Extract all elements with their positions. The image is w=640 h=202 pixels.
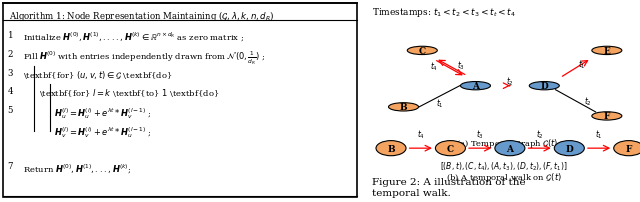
Ellipse shape xyxy=(376,141,406,156)
Text: C: C xyxy=(447,144,454,153)
Ellipse shape xyxy=(592,47,622,55)
Ellipse shape xyxy=(460,82,490,90)
Text: (b) A temporal walk on $\mathcal{G}(t)$: (b) A temporal walk on $\mathcal{G}(t)$ xyxy=(445,170,561,183)
Text: $t_2$: $t_2$ xyxy=(506,75,514,87)
Text: A: A xyxy=(472,82,479,91)
Text: 7: 7 xyxy=(8,162,13,171)
Text: $t_2$: $t_2$ xyxy=(536,128,543,140)
Text: Fill $\boldsymbol{H}^{(0)}$ with entries independently drawn from $\mathcal{N}(0: Fill $\boldsymbol{H}^{(0)}$ with entries… xyxy=(23,50,266,67)
Text: 4: 4 xyxy=(8,87,13,96)
Ellipse shape xyxy=(435,141,465,156)
Text: 5: 5 xyxy=(8,106,13,115)
Text: $[(B,t),(C,t_4),(A,t_3),(D,t_2),(F,t_1)]$: $[(B,t),(C,t_4),(A,t_3),(D,t_2),(F,t_1)]… xyxy=(440,159,568,172)
Text: \textbf{for} $(u,v,t) \in \mathcal{G}$ \textbf{do}: \textbf{for} $(u,v,t) \in \mathcal{G}$ \… xyxy=(23,68,173,80)
Text: Return $\boldsymbol{H}^{(0)}, \boldsymbol{H}^{(1)}, ..., \boldsymbol{H}^{(k)}$;: Return $\boldsymbol{H}^{(0)}, \boldsymbo… xyxy=(23,162,132,175)
Text: D: D xyxy=(540,82,548,91)
Text: Initialize $\boldsymbol{H}^{(0)}, \boldsymbol{H}^{(1)}, ...., \boldsymbol{H}^{(k: Initialize $\boldsymbol{H}^{(0)}, \bolds… xyxy=(23,31,244,44)
Text: $t_2$: $t_2$ xyxy=(584,95,592,107)
Text: C: C xyxy=(419,47,426,56)
Text: $t_1$: $t_1$ xyxy=(578,58,586,71)
Text: E: E xyxy=(604,47,611,56)
Ellipse shape xyxy=(388,103,419,112)
Text: B: B xyxy=(400,103,407,112)
Ellipse shape xyxy=(495,141,525,156)
Text: $t_4$: $t_4$ xyxy=(430,60,438,73)
Text: A: A xyxy=(506,144,513,153)
Text: F: F xyxy=(604,112,610,121)
Text: F: F xyxy=(625,144,632,153)
Text: D: D xyxy=(565,144,573,153)
Ellipse shape xyxy=(592,112,622,120)
Text: 2: 2 xyxy=(8,50,13,59)
Text: $\boldsymbol{H}_u^{(l)} = \boldsymbol{H}_u^{(l)} + e^{\lambda t} * \boldsymbol{H: $\boldsymbol{H}_u^{(l)} = \boldsymbol{H}… xyxy=(54,106,152,121)
Text: $t_3$: $t_3$ xyxy=(457,59,465,72)
Text: 1: 1 xyxy=(8,31,13,40)
Text: Timestamps: $t_1 < t_2 < t_3 < t_t < t_4$: Timestamps: $t_1 < t_2 < t_3 < t_t < t_4… xyxy=(372,6,516,19)
Text: 3: 3 xyxy=(8,68,13,77)
Ellipse shape xyxy=(529,82,559,90)
Text: $t_4$: $t_4$ xyxy=(417,128,425,140)
Text: Algorithm 1: Node Representation Maintaining ($\mathcal{G},\lambda,k,n,d_R$): Algorithm 1: Node Representation Maintai… xyxy=(10,9,275,23)
Ellipse shape xyxy=(407,47,437,55)
Text: B: B xyxy=(387,144,395,153)
Text: (a) Temporal Graph $\mathcal{G}(t)$: (a) Temporal Graph $\mathcal{G}(t)$ xyxy=(456,136,558,149)
Bar xyxy=(3,4,356,197)
Ellipse shape xyxy=(614,141,640,156)
Ellipse shape xyxy=(554,141,584,156)
Text: Figure 2: A illustration of the
temporal walk.: Figure 2: A illustration of the temporal… xyxy=(372,178,526,197)
Text: $\boldsymbol{H}_v^{(l)} = \boldsymbol{H}_v^{(l)} + e^{\lambda t} * \boldsymbol{H: $\boldsymbol{H}_v^{(l)} = \boldsymbol{H}… xyxy=(54,124,152,139)
Text: \textbf{for} $l = k$ \textbf{to} $1$ \textbf{do}: \textbf{for} $l = k$ \textbf{to} $1$ \te… xyxy=(39,87,219,99)
Text: $t_3$: $t_3$ xyxy=(476,128,484,140)
Text: $t_1$: $t_1$ xyxy=(436,97,444,109)
Text: $t_1$: $t_1$ xyxy=(595,128,603,140)
